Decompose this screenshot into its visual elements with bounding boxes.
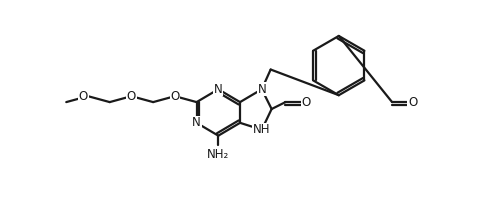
Text: O: O [127, 90, 136, 103]
Text: O: O [79, 90, 88, 103]
Text: O: O [301, 96, 311, 109]
Text: NH: NH [253, 123, 271, 136]
Text: O: O [170, 90, 179, 103]
Text: O: O [408, 96, 417, 109]
Text: N: N [258, 83, 266, 96]
Text: N: N [214, 83, 223, 96]
Text: NH₂: NH₂ [207, 148, 229, 161]
Text: N: N [192, 116, 201, 129]
